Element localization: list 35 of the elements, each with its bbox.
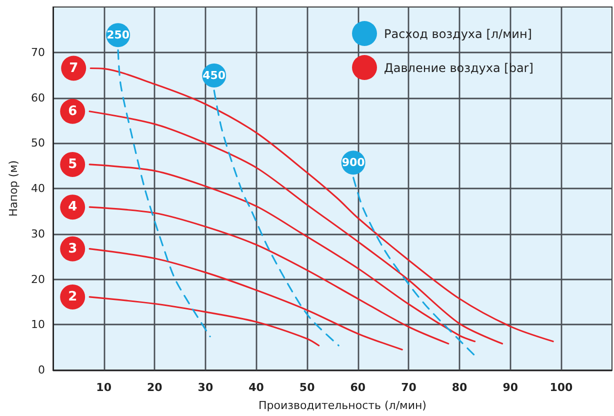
line-series <box>88 248 403 350</box>
x-tick-label: 90 <box>502 381 518 394</box>
y-tick-label: 0 <box>38 364 45 376</box>
y-tick-label: 30 <box>31 227 45 240</box>
y-axis-title: Напор (м) <box>7 160 20 217</box>
line-series <box>88 110 504 344</box>
x-tick-label: 20 <box>146 381 163 394</box>
x-tick-label: 30 <box>198 381 214 394</box>
y-tick-label: 40 <box>31 182 45 195</box>
y-tick-label: 70 <box>31 46 45 59</box>
series-label: 450 <box>202 68 226 82</box>
x-tick-label: 40 <box>248 381 264 394</box>
series-label: 250 <box>106 28 130 42</box>
x-tick-label: 80 <box>452 381 468 394</box>
x-tick-label: 70 <box>401 381 417 394</box>
x-tick-label: 50 <box>299 381 316 394</box>
x-tick-label: 10 <box>96 381 112 394</box>
line-series <box>213 90 340 346</box>
series-label: 2 <box>68 289 78 304</box>
line-series <box>88 206 450 344</box>
line-series <box>88 296 320 346</box>
series-label: 6 <box>68 104 78 119</box>
y-tick-label: 60 <box>31 91 45 104</box>
line-series <box>352 176 475 356</box>
series-label: 4 <box>68 200 78 215</box>
series-label: 900 <box>342 156 366 170</box>
series-label: 7 <box>69 60 78 76</box>
y-tick-label: 10 <box>31 318 45 332</box>
y-tick-label: 50 <box>31 136 45 150</box>
series-label: 5 <box>68 156 78 172</box>
x-axis-title: Производительность (л/мин) <box>258 399 426 412</box>
x-tick-label: 100 <box>550 381 574 394</box>
y-tick-label: 20 <box>31 272 45 286</box>
series-label: 3 <box>68 241 78 256</box>
x-tick-label: 60 <box>350 381 366 394</box>
